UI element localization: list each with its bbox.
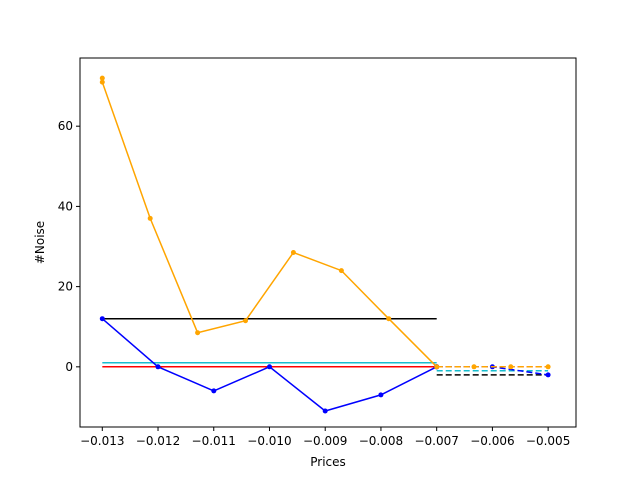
- y-tick-label: 60: [58, 119, 73, 133]
- x-tick-label: −0.009: [303, 434, 347, 448]
- x-axis: −0.013 −0.012 −0.011 −0.010 −0.009 −0.008 −0.0…: [80, 427, 570, 448]
- x-tick-label: −0.011: [192, 434, 236, 448]
- y-tick-label: 40: [58, 199, 73, 213]
- data-point: [386, 316, 392, 322]
- data-point: [378, 392, 384, 398]
- x-tick-label: −0.012: [136, 434, 180, 448]
- x-tick-label: −0.005: [526, 434, 570, 448]
- plot-area: [99, 75, 551, 414]
- data-point: [545, 364, 551, 370]
- data-point: [322, 408, 328, 414]
- x-tick-label: −0.007: [414, 434, 458, 448]
- data-point: [267, 364, 272, 370]
- data-point: [99, 75, 105, 81]
- x-tick-label: −0.008: [359, 434, 403, 448]
- x-tick-label: −0.006: [470, 434, 514, 448]
- data-point: [211, 388, 217, 394]
- data-point: [99, 316, 105, 322]
- data-point: [243, 318, 248, 324]
- y-tick-label: 0: [65, 360, 73, 374]
- data-point: [155, 364, 161, 370]
- x-tick-label: −0.013: [80, 434, 124, 448]
- y-axis: 0 20 40 60: [58, 119, 80, 374]
- data-point: [508, 364, 514, 370]
- y-axis-label: #Noise: [33, 221, 47, 264]
- data-point: [545, 372, 551, 378]
- y-tick-label: 20: [58, 280, 73, 294]
- data-point: [434, 364, 440, 370]
- data-point: [147, 215, 153, 221]
- x-axis-label: Prices: [310, 455, 346, 469]
- data-point: [99, 79, 105, 85]
- data-point: [338, 268, 344, 274]
- data-point: [471, 364, 477, 370]
- data-point: [195, 330, 201, 336]
- data-point: [290, 250, 296, 255]
- x-tick-label: −0.010: [247, 434, 291, 448]
- axes-frame: [79, 57, 577, 428]
